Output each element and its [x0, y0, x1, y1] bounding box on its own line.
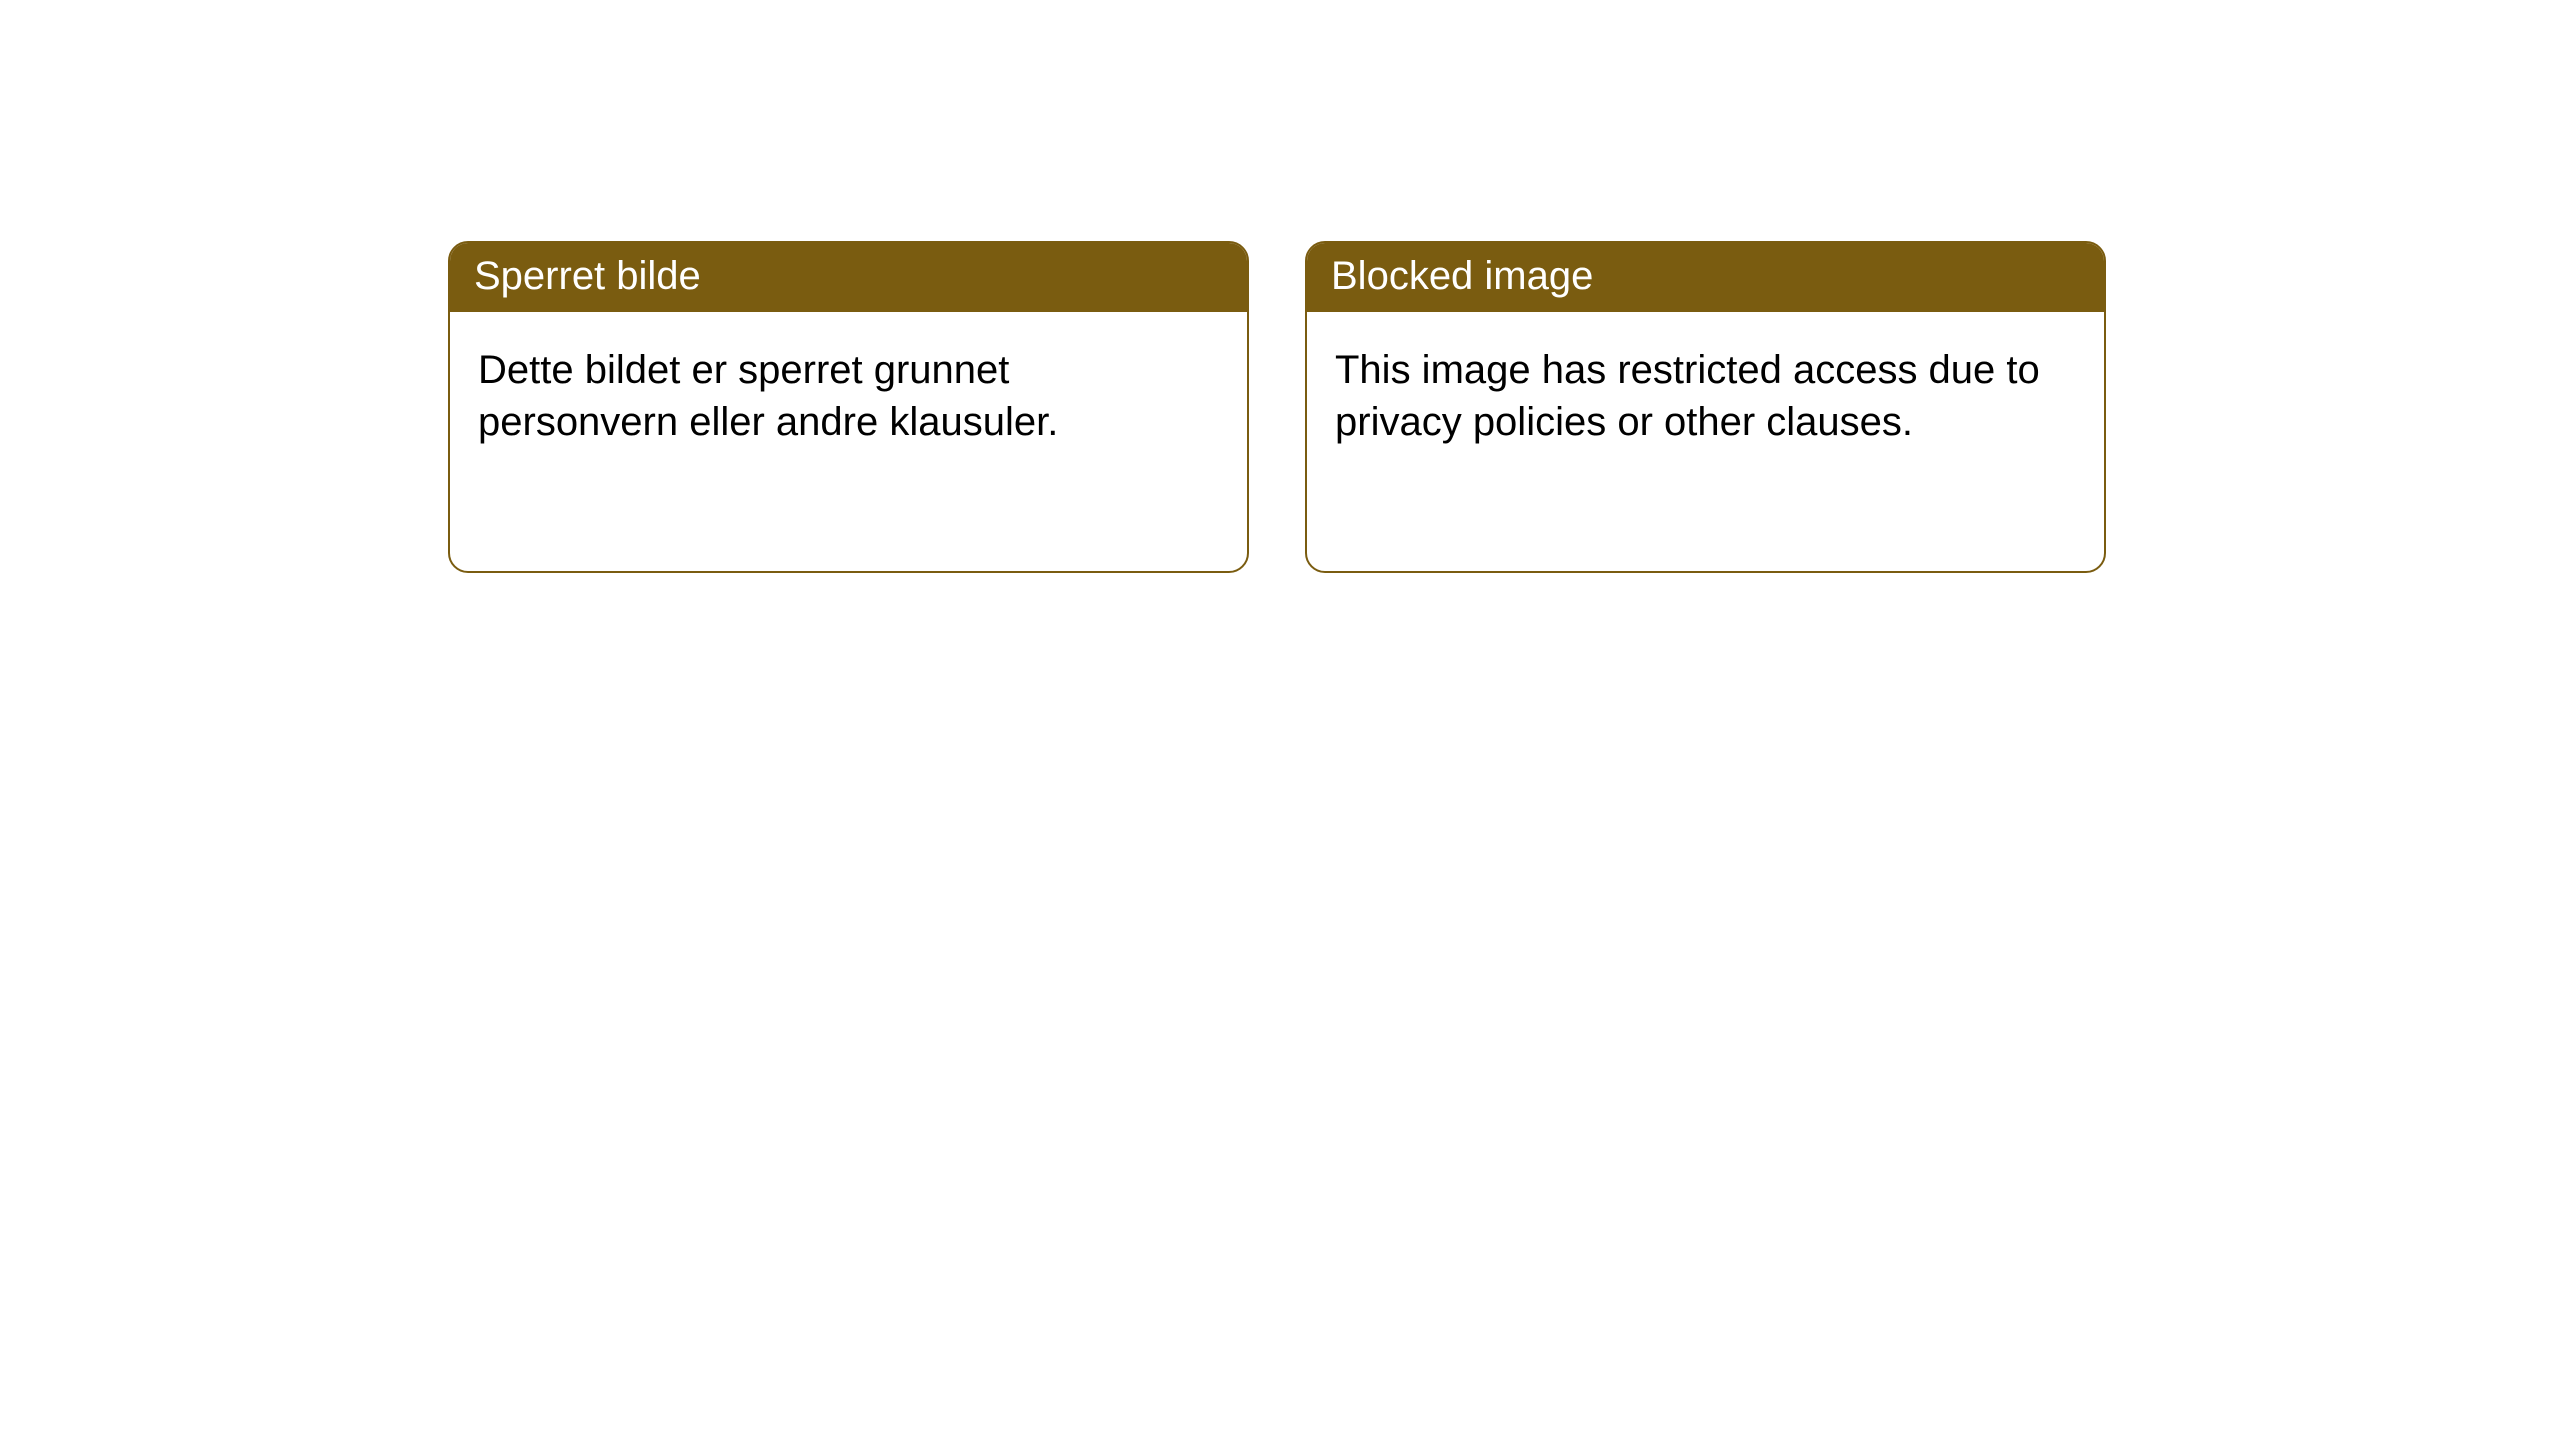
card-header: Sperret bilde — [450, 243, 1247, 312]
card-body-text: Dette bildet er sperret grunnet personve… — [478, 348, 1058, 444]
notice-card-english: Blocked image This image has restricted … — [1305, 241, 2106, 573]
card-title: Sperret bilde — [474, 254, 701, 298]
notice-cards-container: Sperret bilde Dette bildet er sperret gr… — [0, 0, 2560, 573]
card-body-text: This image has restricted access due to … — [1335, 348, 2040, 444]
card-body: Dette bildet er sperret grunnet personve… — [450, 312, 1247, 480]
notice-card-norwegian: Sperret bilde Dette bildet er sperret gr… — [448, 241, 1249, 573]
card-header: Blocked image — [1307, 243, 2104, 312]
card-title: Blocked image — [1331, 254, 1593, 298]
card-body: This image has restricted access due to … — [1307, 312, 2104, 480]
